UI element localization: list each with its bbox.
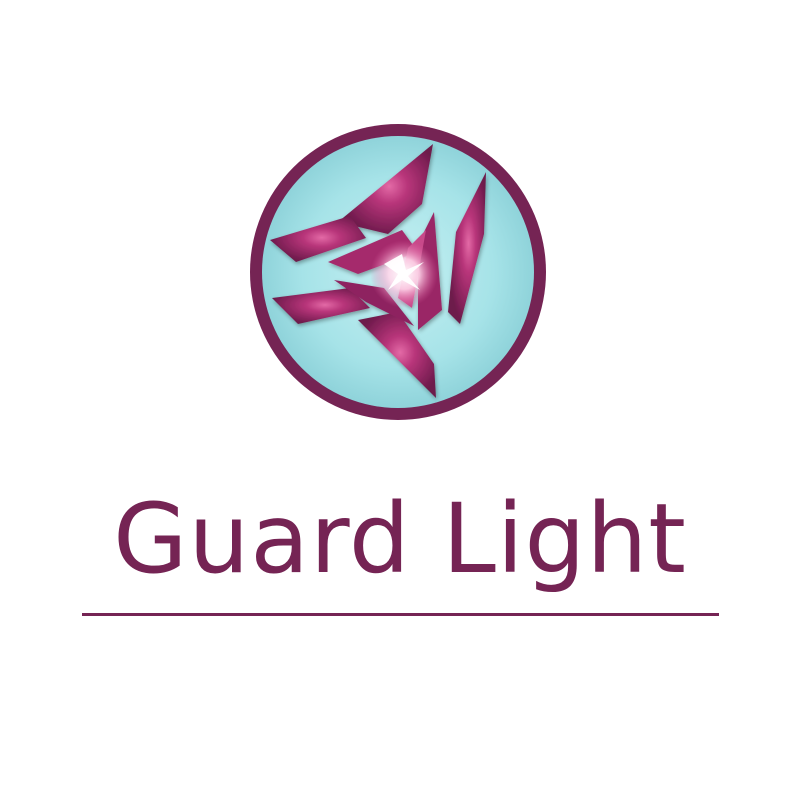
brand-name: Guard Light [113, 483, 687, 595]
guard-light-emblem-icon [250, 124, 546, 420]
brand-underline [82, 613, 719, 616]
